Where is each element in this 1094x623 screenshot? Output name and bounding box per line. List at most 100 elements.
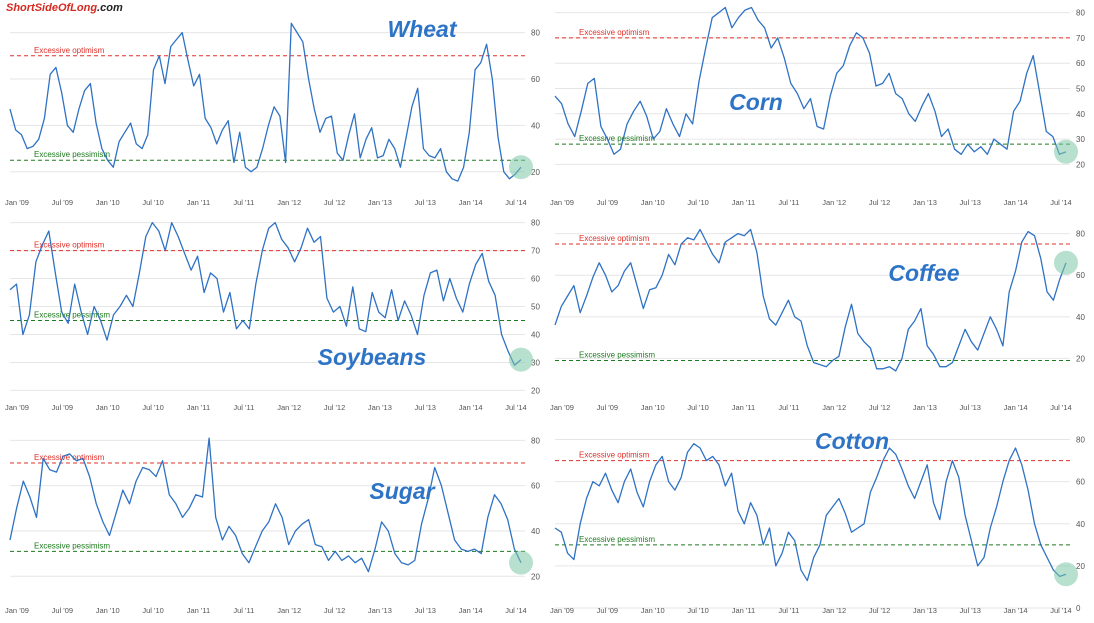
series-line <box>554 6 1067 155</box>
y-tick-label: 20 <box>531 386 540 395</box>
latest-highlight-circle <box>509 155 533 180</box>
chart-title: Corn <box>729 89 783 115</box>
y-tick-label: 20 <box>531 572 540 581</box>
x-tick-label: Jul '12 <box>869 198 890 207</box>
x-tick-label: Jan '10 <box>96 198 120 207</box>
y-tick-label: 30 <box>1076 135 1085 144</box>
x-tick-label: Jan '09 <box>550 198 574 207</box>
x-tick-label: Jan '11 <box>732 606 755 615</box>
chart-title: Wheat <box>388 16 458 42</box>
x-tick-label: Jul '11 <box>778 606 799 615</box>
x-tick-label: Jul '14 <box>505 198 526 207</box>
x-tick-label: Jul '09 <box>52 198 73 207</box>
latest-highlight-circle <box>509 550 533 575</box>
series-line <box>9 22 522 182</box>
x-tick-label: Jan '14 <box>1004 606 1028 615</box>
y-tick-label: 70 <box>531 247 540 256</box>
y-tick-label: 40 <box>1076 110 1085 119</box>
x-tick-label: Jan '11 <box>187 198 210 207</box>
y-tick-label: 30 <box>531 358 540 367</box>
y-tick-label: 40 <box>531 527 540 536</box>
chart-coffee: 20 40 60 80 Jan '09 Jul '09 Jan '10 Jul '10 Jan … <box>550 228 1085 412</box>
x-tick-label: Jul '11 <box>233 606 254 615</box>
x-tick-label: Jul '11 <box>778 198 799 207</box>
x-tick-label: Jul '13 <box>415 198 436 207</box>
pessimism-label: Excessive pessimism <box>34 310 110 319</box>
y-tick-label: 40 <box>531 121 540 130</box>
x-tick-label: Jul '12 <box>869 403 890 412</box>
x-tick-label: Jul '09 <box>597 198 618 207</box>
x-tick-label: Jul '10 <box>687 198 708 207</box>
x-tick-label: Jan '10 <box>641 198 665 207</box>
x-tick-label: Jul '12 <box>324 606 345 615</box>
x-tick-label: Jul '14 <box>505 403 526 412</box>
x-tick-label: Jan '13 <box>913 198 937 207</box>
x-tick-label: Jan '14 <box>1004 403 1028 412</box>
x-tick-label: Jul '09 <box>52 403 73 412</box>
optimism-label: Excessive optimism <box>579 28 650 37</box>
x-tick-label: Jan '12 <box>822 606 846 615</box>
y-tick-label: 80 <box>531 436 540 445</box>
latest-highlight-circle <box>509 347 533 372</box>
series-line <box>9 437 522 573</box>
pessimism-label: Excessive pessimism <box>579 535 655 544</box>
x-tick-label: Jan '14 <box>1004 198 1028 207</box>
x-tick-label: Jul '11 <box>233 403 254 412</box>
y-tick-label: 80 <box>1076 436 1085 445</box>
y-tick-label: 20 <box>1076 354 1085 363</box>
x-tick-label: Jan '14 <box>459 403 483 412</box>
x-tick-label: Jan '13 <box>913 403 937 412</box>
x-tick-label: Jan '12 <box>277 198 301 207</box>
chart-title: Sugar <box>369 478 435 504</box>
x-tick-label: Jul '14 <box>505 606 526 615</box>
x-tick-label: Jan '13 <box>368 403 392 412</box>
x-tick-label: Jan '13 <box>913 606 937 615</box>
x-tick-label: Jan '09 <box>5 403 29 412</box>
x-tick-label: Jan '10 <box>96 403 120 412</box>
y-tick-label: 20 <box>1076 562 1085 571</box>
chart-sugar: 20 40 60 80 Jan '09 Jul '09 Jan '10 Jul '10 Jan … <box>5 436 540 615</box>
latest-highlight-circle <box>1054 562 1078 587</box>
x-tick-label: Jul '13 <box>415 606 436 615</box>
y-tick-label: 80 <box>1076 9 1085 18</box>
site-watermark: ShortSideOfLong.com <box>6 2 123 14</box>
y-tick-label: 40 <box>1076 313 1085 322</box>
x-tick-label: Jan '12 <box>277 403 301 412</box>
x-tick-label: Jul '09 <box>597 606 618 615</box>
x-tick-label: Jul '14 <box>1050 403 1071 412</box>
x-tick-label: Jul '10 <box>142 606 163 615</box>
chart-wheat: 20 40 60 80 Jan '09 Jul '09 Jan '10 Jul '10 Jan … <box>5 16 540 207</box>
x-tick-label: Jul '10 <box>687 403 708 412</box>
pessimism-label: Excessive pessimism <box>579 350 655 359</box>
chart-title: Soybeans <box>318 344 427 370</box>
x-tick-label: Jan '11 <box>187 403 210 412</box>
x-tick-label: Jul '12 <box>324 198 345 207</box>
x-tick-label: Jul '12 <box>324 403 345 412</box>
x-tick-label: Jul '14 <box>1050 606 1071 615</box>
optimism-label: Excessive optimism <box>579 234 650 243</box>
pessimism-label: Excessive pessimism <box>579 134 655 143</box>
x-tick-label: Jul '11 <box>233 198 254 207</box>
y-tick-label: 60 <box>1076 478 1085 487</box>
x-tick-label: Jul '10 <box>142 403 163 412</box>
x-tick-label: Jan '12 <box>822 198 846 207</box>
x-tick-label: Jul '09 <box>597 403 618 412</box>
y-tick-label: 60 <box>531 482 540 491</box>
x-tick-label: Jan '12 <box>822 403 846 412</box>
x-tick-label: Jan '10 <box>641 606 665 615</box>
x-tick-label: Jan '13 <box>368 198 392 207</box>
y-tick-label: 60 <box>1076 59 1085 68</box>
x-tick-label: Jan '11 <box>187 606 210 615</box>
x-tick-label: Jul '11 <box>778 403 799 412</box>
series-line <box>9 221 522 366</box>
pessimism-label: Excessive pessimism <box>34 150 110 159</box>
y-tick-label: 80 <box>1076 230 1085 239</box>
x-tick-label: Jan '10 <box>96 606 120 615</box>
x-tick-label: Jul '09 <box>52 606 73 615</box>
y-tick-label: 60 <box>1076 271 1085 280</box>
y-tick-label: 20 <box>1076 160 1085 169</box>
x-tick-label: Jul '13 <box>960 403 981 412</box>
y-tick-label: 20 <box>531 168 540 177</box>
y-tick-label: 60 <box>531 75 540 84</box>
